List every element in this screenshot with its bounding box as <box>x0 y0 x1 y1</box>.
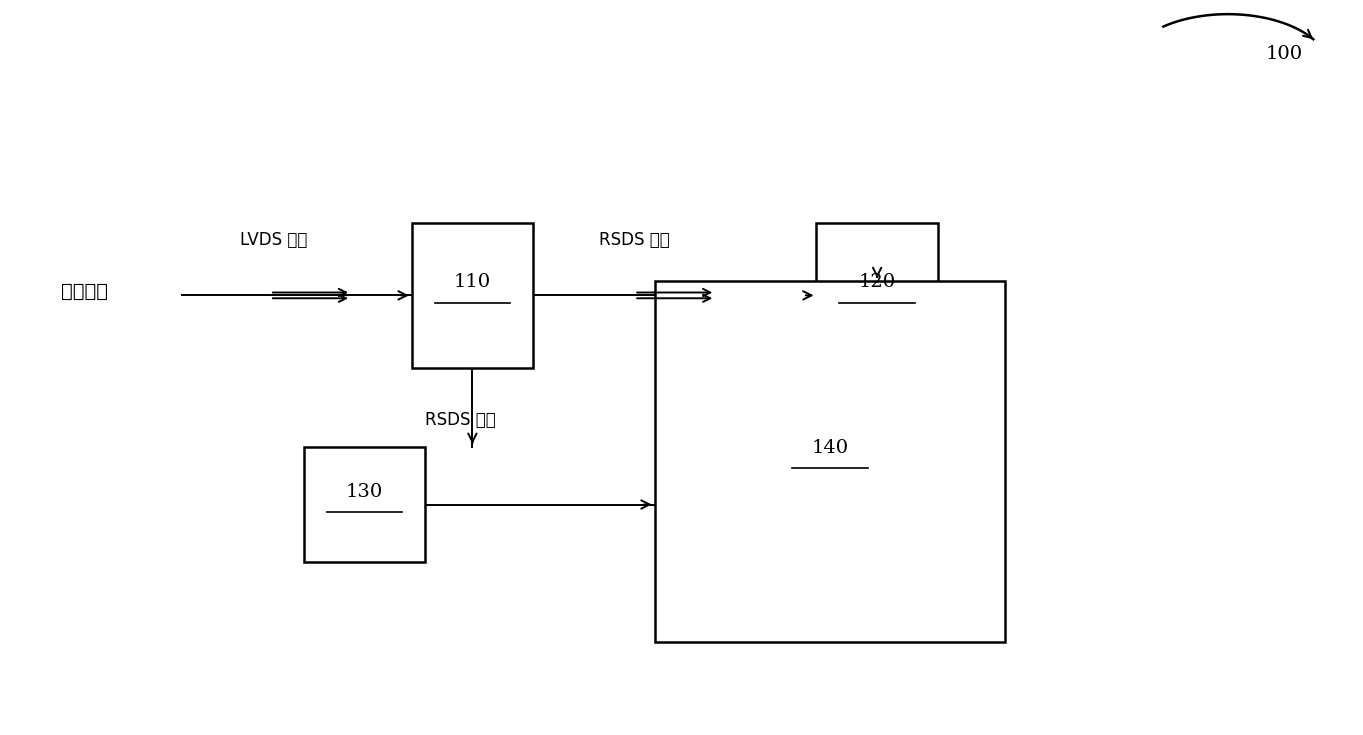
Text: RSDS 接口: RSDS 接口 <box>425 411 496 429</box>
Text: 110: 110 <box>454 273 491 291</box>
Bar <box>412 223 533 368</box>
Text: 140: 140 <box>811 440 848 457</box>
Bar <box>304 447 425 562</box>
Text: LVDS 接口: LVDS 接口 <box>240 231 308 248</box>
Bar <box>654 281 1006 642</box>
Text: RSDS 接口: RSDS 接口 <box>598 231 669 248</box>
Text: 画面数据: 画面数据 <box>61 282 108 301</box>
Text: 120: 120 <box>859 273 895 291</box>
Text: 130: 130 <box>346 483 383 501</box>
Bar <box>816 223 938 368</box>
Text: 100: 100 <box>1266 45 1303 62</box>
